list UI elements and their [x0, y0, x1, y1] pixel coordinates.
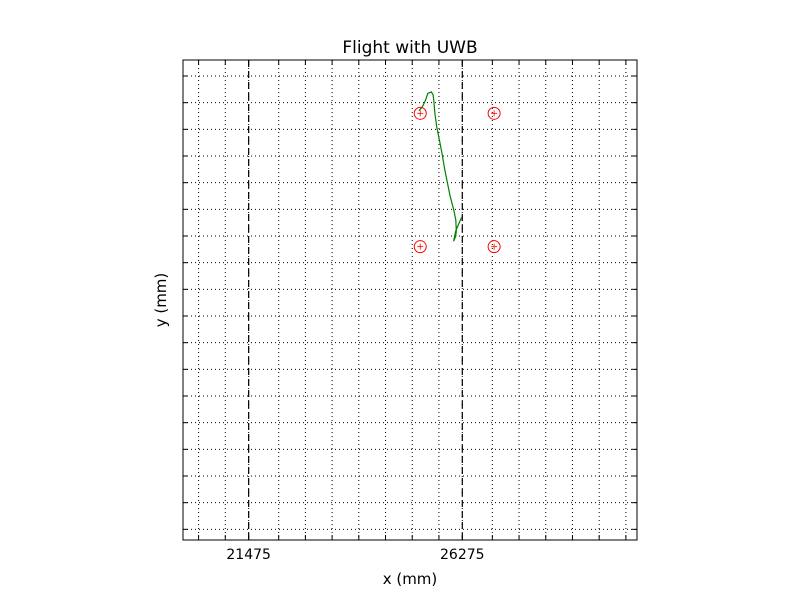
- anchor-marker: [413, 240, 427, 254]
- anchor-marker: [413, 106, 427, 120]
- vertical-dashed-lines: [248, 60, 463, 540]
- x-axis-label: x (mm): [383, 570, 438, 588]
- anchor-circle: [413, 240, 427, 254]
- anchor-circle: [487, 106, 501, 120]
- anchor-circle: [413, 106, 427, 120]
- x-tick-label: 21475: [226, 547, 271, 563]
- anchor-circle: [487, 240, 501, 254]
- plot-frame: [182, 59, 638, 541]
- flight-path-line: [418, 91, 463, 242]
- y-axis-label: y (mm): [152, 273, 170, 328]
- anchor-marker: [487, 106, 501, 120]
- tick-layer: 21475 26275: [183, 60, 637, 563]
- grid-layer: [183, 60, 637, 540]
- chart-title: Flight with UWB: [342, 38, 477, 58]
- x-tick-label: 26275: [440, 547, 485, 563]
- series-layer: [413, 91, 501, 254]
- anchor-marker: [487, 240, 501, 254]
